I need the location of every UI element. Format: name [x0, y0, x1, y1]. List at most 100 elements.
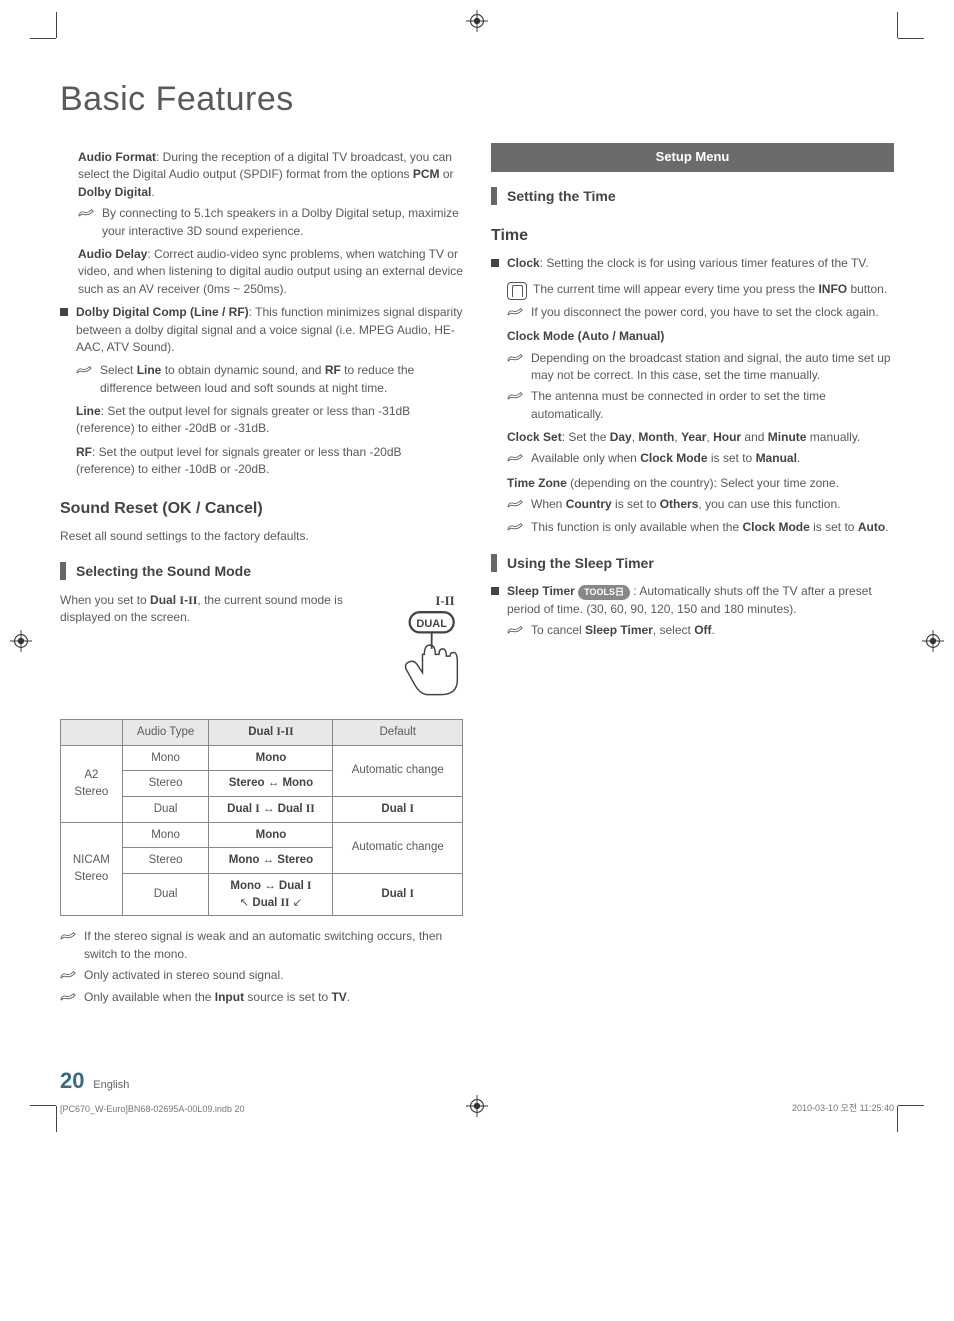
- svg-text:I-II: I-II: [435, 593, 454, 607]
- table-cell: Mono ↔ Dual I↖ Dual II ↙: [209, 873, 333, 915]
- table-header: Default: [333, 719, 463, 745]
- term-dual: Dual: [150, 593, 179, 607]
- note-icon: [507, 623, 525, 640]
- note-icon: [76, 363, 94, 380]
- sound-reset-body: Reset all sound settings to the factory …: [60, 528, 463, 545]
- note-text: To cancel Sleep Timer, select Off.: [531, 622, 715, 639]
- bar-icon: [491, 187, 497, 205]
- term-line: Line: [76, 404, 101, 418]
- note-icon: [60, 968, 78, 985]
- note-row: By connecting to 5.1ch speakers in a Dol…: [78, 205, 463, 240]
- subheading-selecting-sound: Selecting the Sound Mode: [60, 561, 463, 581]
- table-cell: Mono: [209, 822, 333, 848]
- note-icon: [507, 305, 525, 322]
- sound-mode-table: Audio Type Dual I-II Default A2Stereo Mo…: [60, 719, 463, 916]
- table-cell: Stereo ↔ Mono: [209, 771, 333, 797]
- note-row: Only activated in stereo sound signal.: [60, 967, 463, 985]
- note-text: Select Line to obtain dynamic sound, and…: [100, 362, 463, 397]
- note-row: If the stereo signal is weak and an auto…: [60, 928, 463, 963]
- bullet-item: Clock: Setting the clock is for using va…: [491, 255, 894, 537]
- table-cell: Mono: [209, 745, 333, 771]
- note-icon: [507, 351, 525, 368]
- page-footer: 20 English: [60, 1068, 894, 1094]
- note-text: Only available when the Input source is …: [84, 989, 350, 1006]
- term-dolby-comp: Dolby Digital Comp (Line / RF): [76, 305, 249, 319]
- rf-paragraph: RF: Set the output level for signals gre…: [76, 444, 463, 479]
- page-number: 20: [60, 1068, 84, 1093]
- term-audio-format: Audio Format: [78, 150, 156, 164]
- note-icon: [60, 990, 78, 1007]
- table-cell: NICAMStereo: [61, 822, 123, 916]
- note-icon: [78, 206, 96, 223]
- subheading-setting-time: Setting the Time: [491, 186, 894, 206]
- page-title: Basic Features: [60, 80, 894, 119]
- footer-timestamp: 2010-03-10 오전 11:25:40: [792, 1101, 894, 1114]
- term-rf: RF: [76, 445, 92, 459]
- table-cell: Dual: [122, 796, 209, 822]
- sound-reset-heading: Sound Reset (OK / Cancel): [60, 497, 463, 520]
- table-cell: Automatic change: [333, 822, 463, 873]
- clock-set-paragraph: Clock Set: Set the Day, Month, Year, Hou…: [507, 429, 894, 446]
- footer-filename: [PC670_W-Euro]BN68-02695A-00L09.indb 20: [60, 1104, 244, 1114]
- note-row: The antenna must be connected in order t…: [507, 388, 894, 423]
- subheading-sleep-timer: Using the Sleep Timer: [491, 553, 894, 573]
- term-clock: Clock: [507, 256, 540, 270]
- note-row: This function is only available when the…: [507, 519, 894, 537]
- note-row: When Country is set to Others, you can u…: [507, 496, 894, 514]
- table-cell: Stereo: [122, 848, 209, 874]
- hand-icon: [507, 282, 527, 300]
- note-text: The antenna must be connected in order t…: [531, 388, 894, 423]
- note-row: Available only when Clock Mode is set to…: [507, 450, 894, 468]
- table-cell: Stereo: [122, 771, 209, 797]
- table-cell: Dual I: [333, 873, 463, 915]
- note-text: If the stereo signal is weak and an auto…: [84, 928, 463, 963]
- table-cell: Dual: [122, 873, 209, 915]
- subheading-label: Using the Sleep Timer: [507, 553, 654, 573]
- table-header: Dual I-II: [209, 719, 333, 745]
- note-text: This function is only available when the…: [531, 519, 889, 536]
- table-cell: Mono: [122, 745, 209, 771]
- bullet-item: Sleep Timer TOOLS日 : Automatically shuts…: [491, 583, 894, 640]
- note-row: Only available when the Input source is …: [60, 989, 463, 1007]
- page-language: English: [93, 1079, 129, 1091]
- note-icon: [507, 520, 525, 537]
- note-text: When Country is set to Others, you can u…: [531, 496, 841, 513]
- setup-menu-banner: Setup Menu: [491, 143, 894, 172]
- subheading-label: Setting the Time: [507, 186, 616, 206]
- text: : Setting the clock is for using various…: [540, 256, 869, 270]
- bar-icon: [491, 554, 497, 572]
- table-cell: Dual I ↔ Dual II: [209, 796, 333, 822]
- note-row: If you disconnect the power cord, you ha…: [507, 304, 894, 322]
- audio-format-paragraph: Audio Format: During the reception of a …: [78, 149, 463, 201]
- text: : Set the output level for signals great…: [76, 445, 402, 476]
- svg-text:DUAL: DUAL: [416, 617, 447, 629]
- table-cell: Dual I: [333, 796, 463, 822]
- table-cell: Mono: [122, 822, 209, 848]
- text: : Set the output level for signals great…: [76, 404, 410, 435]
- bar-icon: [60, 562, 66, 580]
- note-row: Depending on the broadcast station and s…: [507, 350, 894, 385]
- bullet-icon: [491, 259, 499, 267]
- time-heading: Time: [491, 224, 894, 247]
- term-dolby-digital: Dolby Digital: [78, 185, 151, 199]
- note-text: The current time will appear every time …: [533, 281, 887, 298]
- note-icon: [507, 497, 525, 514]
- dual-remote-illustration: I-II DUAL: [371, 592, 463, 707]
- clock-mode-heading: Clock Mode (Auto / Manual): [507, 328, 894, 345]
- table-header: Audio Type: [122, 719, 209, 745]
- term-pcm: PCM: [413, 167, 440, 181]
- note-text: Available only when Clock Mode is set to…: [531, 450, 800, 467]
- note-text: Depending on the broadcast station and s…: [531, 350, 894, 385]
- note-text: By connecting to 5.1ch speakers in a Dol…: [102, 205, 463, 240]
- tools-badge: TOOLS日: [578, 585, 630, 600]
- table-cell: Automatic change: [333, 745, 463, 796]
- term-audio-delay: Audio Delay: [78, 247, 147, 261]
- note-text: If you disconnect the power cord, you ha…: [531, 304, 879, 321]
- timezone-paragraph: Time Zone (depending on the country): Se…: [507, 475, 894, 492]
- line-paragraph: Line: Set the output level for signals g…: [76, 403, 463, 438]
- note-icon: [507, 451, 525, 468]
- note-text: Only activated in stereo sound signal.: [84, 967, 283, 984]
- table-cell: A2Stereo: [61, 745, 123, 822]
- table-header: [61, 719, 123, 745]
- registration-mark-icon: [466, 1095, 488, 1122]
